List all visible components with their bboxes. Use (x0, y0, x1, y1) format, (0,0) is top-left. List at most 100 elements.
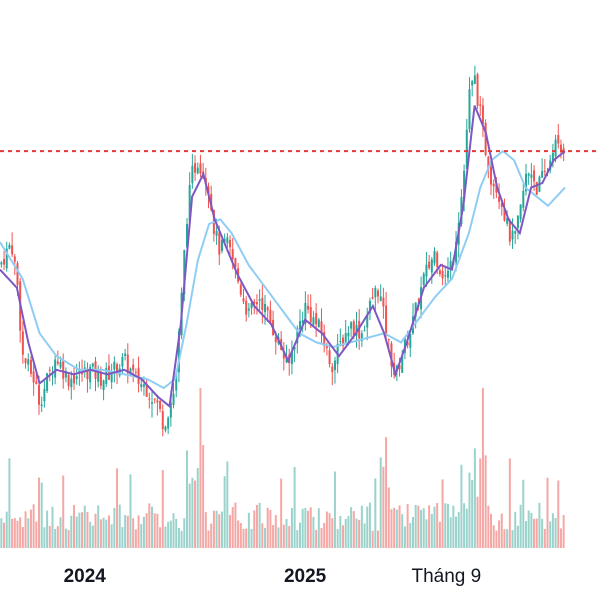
candle (102, 379, 105, 401)
candle-body (541, 171, 544, 178)
candle-body (62, 359, 65, 379)
candle-body (35, 381, 38, 385)
candle (444, 265, 447, 288)
candle-body (43, 388, 46, 402)
volume-bar (54, 529, 57, 548)
volume-bar (444, 503, 447, 548)
volume-bar (242, 528, 245, 548)
volume-bar (530, 512, 533, 548)
volume-bar (304, 508, 307, 548)
volume-bar (105, 519, 108, 548)
volume-bar (215, 510, 218, 548)
candle-body (414, 302, 417, 317)
candle-body (352, 321, 355, 336)
volume-bar (492, 525, 495, 548)
volume-bar (549, 521, 552, 548)
volume-bar (245, 528, 248, 548)
volume-bar (409, 523, 412, 548)
candle-body (323, 331, 326, 346)
candle (371, 287, 374, 300)
candle-body (498, 196, 501, 203)
volume-bar (75, 516, 78, 548)
candle-body (161, 411, 164, 430)
candle-body (307, 305, 310, 310)
candle-body (258, 299, 261, 301)
volume-bar (5, 511, 8, 548)
candle-body (441, 270, 444, 279)
volume-bar (183, 518, 186, 548)
candle-body (522, 190, 525, 208)
volume-bar (355, 518, 358, 548)
candle (438, 268, 441, 277)
volume-bar (164, 526, 167, 548)
volume-bar (113, 507, 116, 548)
candle (255, 294, 258, 315)
candle-body (110, 373, 113, 383)
candle-body (21, 331, 24, 355)
volume-bar (495, 530, 498, 548)
candle-body (167, 417, 170, 429)
candle-body (333, 360, 336, 371)
candle-body (476, 74, 479, 106)
candle (21, 321, 24, 364)
volume-bar (481, 388, 484, 548)
candle-body (250, 302, 253, 309)
volume-bar (465, 508, 468, 548)
candle-body (156, 400, 159, 403)
candle-body (344, 333, 347, 343)
candle-body (64, 371, 67, 378)
candle-body (350, 322, 353, 329)
volume-bar (336, 529, 339, 548)
candle-body (81, 372, 84, 375)
candle-body (374, 288, 377, 298)
candle-body (444, 275, 447, 277)
candle-body (215, 230, 218, 236)
x-tick-label: 2025 (284, 566, 327, 587)
volume-bar (269, 509, 272, 548)
candle (323, 324, 326, 353)
volume-bar (272, 525, 275, 548)
volume-bar (468, 472, 471, 548)
candle (269, 300, 272, 325)
candle-body (75, 376, 78, 380)
candle-body (487, 156, 490, 170)
volume-bar (508, 458, 511, 548)
candle-body (134, 371, 137, 373)
candle-body (290, 351, 293, 364)
volume-bar (339, 515, 342, 548)
volume-bar (8, 458, 11, 548)
candle-body (506, 218, 509, 224)
candle-body (151, 402, 154, 404)
volume-bar (433, 506, 436, 548)
volume-bar (156, 513, 159, 548)
candle-body (172, 393, 175, 405)
candle (239, 282, 242, 297)
volume-bar (438, 521, 441, 548)
candle-body (3, 259, 6, 265)
candle-body (188, 184, 191, 222)
candle (145, 378, 148, 397)
candle (0, 260, 3, 268)
candle (484, 119, 487, 157)
volume-bar (169, 520, 172, 548)
candle-body (194, 163, 197, 173)
candle (72, 365, 75, 391)
volume-bar (420, 509, 423, 548)
candle-body (559, 144, 562, 150)
volume-bar (522, 479, 525, 548)
candle-body (48, 369, 51, 371)
volume-bar (137, 515, 140, 548)
candle (315, 303, 318, 338)
candle-body (196, 167, 199, 174)
candle-body (473, 75, 476, 84)
candle (490, 162, 493, 196)
volume-bar (264, 528, 267, 548)
candle-body (185, 223, 188, 248)
volume-bar (56, 526, 59, 548)
volume-bar (151, 506, 154, 548)
volume-bar (110, 524, 113, 548)
volume-bar (551, 513, 554, 548)
candle-body (24, 358, 27, 363)
